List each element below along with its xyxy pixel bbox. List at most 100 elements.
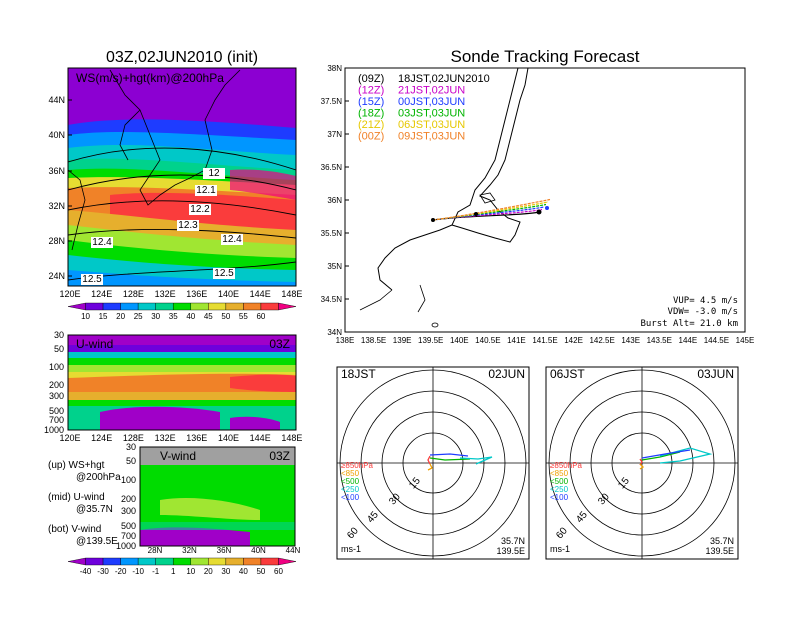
wind-colorbar-label: -1: [152, 567, 160, 576]
ws-colorbar-label: 40: [186, 312, 195, 321]
ws-colorbar-label: 15: [99, 312, 108, 321]
v-wind-label: V-wind: [160, 449, 196, 463]
ws-colorbar-swatch: [278, 302, 297, 311]
ws-lat-tick-label: 36N: [48, 166, 65, 176]
hodo-level-legend: <500: [550, 477, 569, 486]
map-lon-tick-label: 144.5E: [704, 336, 729, 345]
ws-colorbar-swatch: [67, 302, 86, 311]
u-lon-ticks: 120E 124E 128E 132E 136E 140E 144E 148E: [59, 433, 302, 443]
hodo-trace: [429, 457, 471, 461]
hodo-frame: [336, 366, 530, 560]
ws-lat-ticks: 44N 40N 36N 32N 28N 24N: [48, 95, 72, 281]
map-lat-tick-label: 34N: [327, 328, 342, 337]
map-lat-tick-label: 36N: [327, 196, 342, 205]
map-lon-ticks: 138E 138.5E 139E 139.5E 140E 140.5E 141E 141.5E…: [336, 336, 755, 345]
vup-text: VUP= 4.5 m/s: [673, 296, 738, 306]
wind-colorbar-label: 40: [239, 567, 248, 576]
contour-label-bg: [203, 168, 225, 179]
u-lon-tick-label: 120E: [59, 433, 80, 443]
wind-colorbar-label: -10: [132, 567, 144, 576]
ws-panel-label: WS(m/s)+hgt(km)@200hPa: [76, 71, 224, 85]
launch-point: [431, 218, 435, 222]
contour-label: 12.2: [190, 204, 210, 215]
hodo-level-legend: ≥850hPa: [550, 461, 583, 470]
map-lat-ticks: 38N 37.5N 37N 36.5N 36N 35.5N 35N 34.5N 34N: [321, 64, 349, 337]
track-legend-time-z: (12Z): [358, 85, 384, 97]
ws-colorbar-swatch: [260, 302, 279, 311]
u-lon-tick-label: 140E: [218, 433, 239, 443]
legend-line: (bot) V-wind: [48, 524, 101, 535]
u-pressure-tick-label: 30: [54, 330, 64, 340]
map-lon-tick-label: 140E: [450, 336, 469, 345]
hodo-units: ms-1: [550, 544, 570, 554]
v-wind-time: 03Z: [269, 449, 290, 463]
hodo-ring-label: 60: [554, 525, 570, 541]
panel-legend: (up) WS+hgt@200hPa (mid) U-wind@35.7N (bot…: [48, 460, 121, 547]
hodo-ring-label: 15: [407, 475, 423, 491]
u-pressure-tick-label: 700: [49, 415, 64, 425]
u-lon-tick-label: 124E: [91, 433, 112, 443]
ws-colorbar-swatch: [225, 302, 244, 311]
wind-colorbar-swatch: [85, 557, 104, 566]
contour-label-bg: [221, 234, 243, 245]
wind-colorbar-label: -40: [80, 567, 92, 576]
ws-lon-tick-label: 140E: [218, 289, 239, 299]
hodo-lat: 35.7N: [710, 536, 734, 546]
u-pressure-tick-label: 100: [49, 362, 64, 372]
map-lat-tick-label: 37N: [327, 130, 342, 139]
hodo-trace: [427, 463, 433, 471]
v-pressure-tick-label: 30: [126, 442, 136, 452]
ws-colorbar-label: 55: [239, 312, 248, 321]
ws-colorbar-swatch: [102, 302, 121, 311]
hodo-level-legend: ≥850hPa: [341, 461, 374, 470]
u-pressure-tick-label: 1000: [44, 425, 64, 435]
hodo-lon: 139.5E: [496, 546, 525, 556]
wind-colorbar-swatch: [208, 557, 227, 566]
ws-lat-tick-label: 24N: [48, 271, 65, 281]
ws-lon-tick-label: 132E: [155, 289, 176, 299]
v-lat-tick-label: 44N: [286, 546, 301, 555]
track-legend-time-jst: 18JST,02JUN2010: [398, 73, 490, 85]
u-lon-tick-label: 136E: [186, 433, 207, 443]
legend-line: (up) WS+hgt: [48, 460, 105, 471]
map-lon-tick-label: 143E: [621, 336, 640, 345]
hodo-level-legend: <100: [550, 493, 569, 502]
contour-label: 12.5: [82, 274, 102, 285]
wind-colorbar-swatch: [278, 557, 297, 566]
wind-colorbar-swatch: [225, 557, 244, 566]
ws-lat-tick-label: 28N: [48, 236, 65, 246]
ws-lon-tick-label: 128E: [123, 289, 144, 299]
v-lat-ticks: 28N 32N 36N 40N 44N: [148, 546, 301, 555]
hodo-ring-label: 30: [387, 491, 403, 507]
left-title: 03Z,02JUN2010 (init): [106, 49, 258, 66]
contour-label: 12.4: [92, 237, 112, 248]
wind-colorbar-label: 60: [274, 567, 283, 576]
track-legend-time-jst: 06JST,03JUN: [398, 119, 465, 131]
contour-label: 12.1: [196, 185, 216, 196]
track-legend-time-z: (15Z): [358, 96, 384, 108]
wind-colorbar-swatch: [173, 557, 191, 566]
hodo-level-legend: <250: [550, 485, 569, 494]
u-pressure-tick-label: 200: [49, 380, 64, 390]
wind-colorbar-label: -30: [97, 567, 109, 576]
ws-colorbar: 10 15 20 25 30 35 40 45 50 55 60: [67, 302, 297, 321]
v-pressure-tick-label: 300: [121, 506, 136, 516]
u-lon-tick-label: 148E: [281, 433, 302, 443]
ws-colorbar-swatch: [208, 302, 227, 311]
hodo-level-legend: <850: [341, 469, 360, 478]
ws-colorbar-swatch: [243, 302, 262, 311]
sonde-tracks: [431, 198, 551, 222]
contour-label-bg: [213, 268, 235, 279]
wind-colorbar-swatch: [137, 557, 156, 566]
ws-colorbar-swatch: [173, 302, 191, 311]
track-marker: [545, 206, 549, 210]
track-legend-time-z: (18Z): [358, 108, 384, 120]
u-wind-time: 03Z: [269, 337, 290, 351]
hodo-trace: [641, 449, 691, 459]
contour-label: 12.4: [222, 234, 242, 245]
burst-text: Burst Alt= 21.0 km: [640, 319, 738, 329]
ws-colorbar-label: 35: [169, 312, 178, 321]
